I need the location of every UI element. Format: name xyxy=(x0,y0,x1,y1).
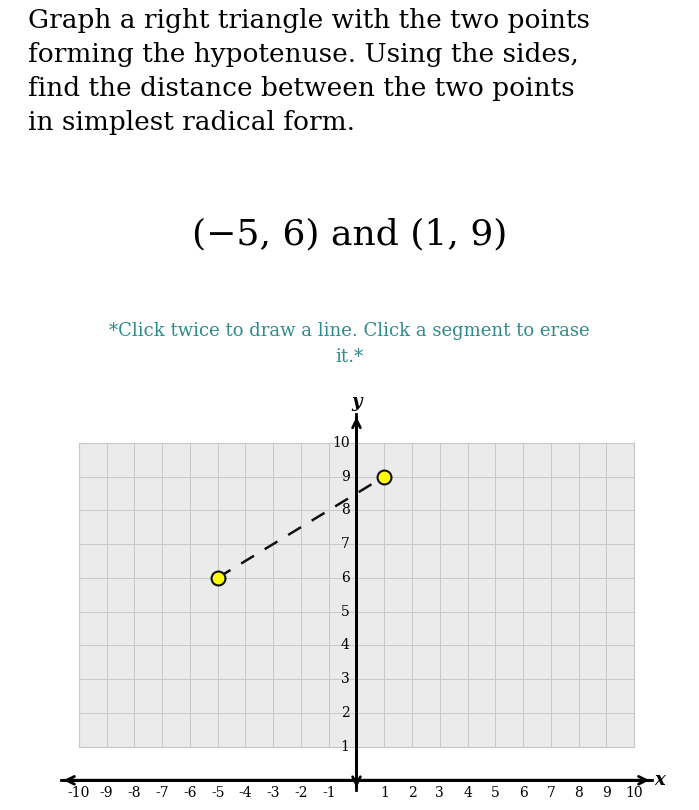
Text: -8: -8 xyxy=(128,787,141,800)
Text: (−5, 6) and (1, 9): (−5, 6) and (1, 9) xyxy=(192,218,507,252)
Text: 1: 1 xyxy=(380,787,389,800)
Text: 4: 4 xyxy=(340,638,350,652)
Text: 6: 6 xyxy=(519,787,528,800)
Text: -1: -1 xyxy=(322,787,336,800)
Text: -3: -3 xyxy=(266,787,280,800)
Text: 2: 2 xyxy=(341,706,350,720)
Text: *Click twice to draw a line. Click a segment to erase
it.*: *Click twice to draw a line. Click a seg… xyxy=(109,322,590,366)
Text: -10: -10 xyxy=(68,787,90,800)
Text: 3: 3 xyxy=(341,672,350,686)
Text: 5: 5 xyxy=(491,787,500,800)
Text: 4: 4 xyxy=(463,787,472,800)
Text: x: x xyxy=(654,771,665,789)
Text: 6: 6 xyxy=(341,571,350,585)
Text: 7: 7 xyxy=(340,537,350,551)
Text: 1: 1 xyxy=(340,740,350,753)
Text: -2: -2 xyxy=(294,787,308,800)
Text: 2: 2 xyxy=(408,787,417,800)
Text: -5: -5 xyxy=(211,787,224,800)
Text: 9: 9 xyxy=(341,470,350,484)
Text: 8: 8 xyxy=(574,787,583,800)
Text: 8: 8 xyxy=(341,503,350,518)
Text: y: y xyxy=(351,393,362,411)
Text: -9: -9 xyxy=(100,787,113,800)
Text: 10: 10 xyxy=(626,787,643,800)
Text: 5: 5 xyxy=(341,604,350,619)
Text: -7: -7 xyxy=(155,787,169,800)
Text: 7: 7 xyxy=(547,787,555,800)
Text: 10: 10 xyxy=(332,436,350,450)
Bar xyxy=(79,443,634,747)
Text: Graph a right triangle with the two points
forming the hypotenuse. Using the sid: Graph a right triangle with the two poin… xyxy=(28,8,590,135)
Text: 3: 3 xyxy=(435,787,444,800)
Text: -4: -4 xyxy=(238,787,252,800)
Text: 9: 9 xyxy=(602,787,611,800)
Text: -6: -6 xyxy=(183,787,196,800)
